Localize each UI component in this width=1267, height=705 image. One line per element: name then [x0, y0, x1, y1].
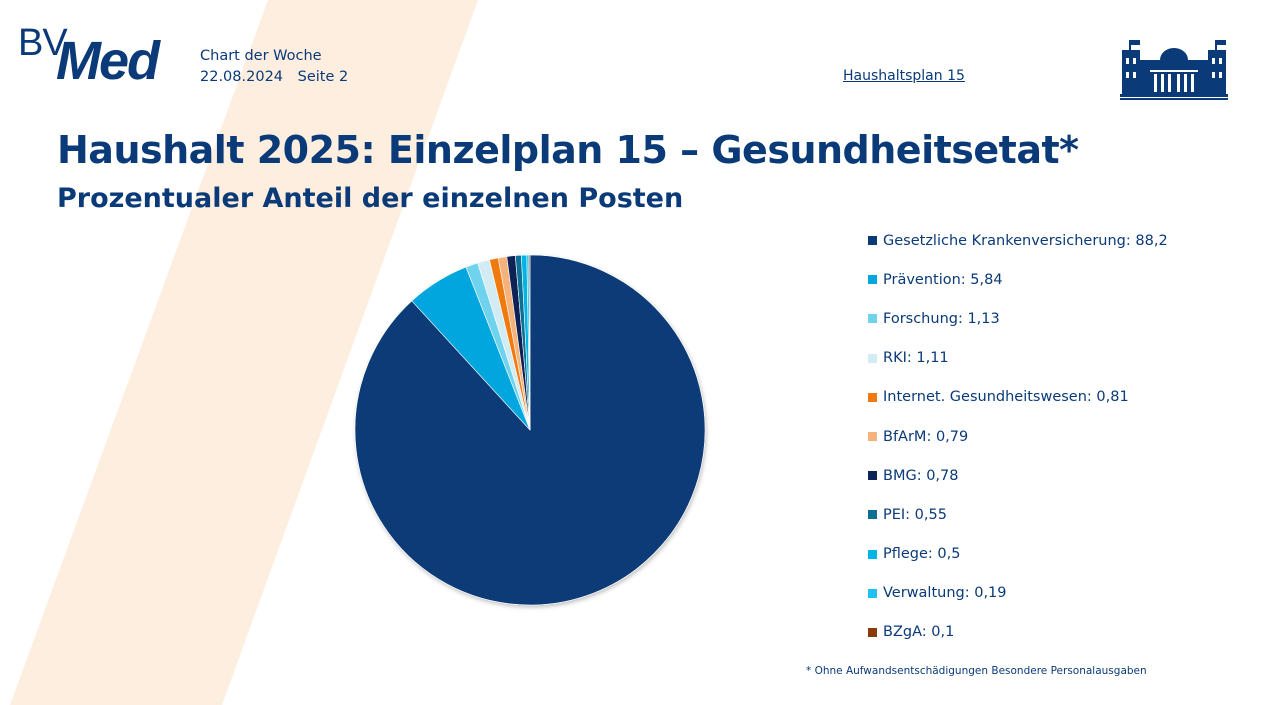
bvmed-logo: BV Med — [18, 22, 183, 91]
legend-item: BZgA: 0,1 — [868, 613, 1168, 652]
legend-label: Gesetzliche Krankenversicherung: 88,2 — [883, 232, 1168, 249]
header-label: Chart der Woche — [200, 48, 322, 64]
legend-swatch — [868, 236, 877, 246]
haushaltsplan-link[interactable]: Haushaltsplan 15 — [843, 68, 965, 84]
header-date: 22.08.2024 — [200, 69, 284, 85]
legend-label: BMG: 0,78 — [883, 467, 959, 484]
legend-label: Verwaltung: 0,19 — [883, 585, 1007, 602]
legend-swatch — [868, 627, 877, 637]
pie-slice-bzga — [528, 254, 531, 431]
legend-item: BfArM: 0,79 — [868, 417, 1168, 456]
legend-swatch — [868, 432, 877, 442]
legend-item: Prävention: 5,84 — [868, 260, 1168, 299]
legend-swatch — [868, 314, 877, 324]
legend-item: BMG: 0,78 — [868, 456, 1168, 495]
legend-item: Internet. Gesundheitswesen: 0,81 — [868, 378, 1168, 417]
logo-bv-text: BV — [18, 22, 68, 64]
legend-swatch — [868, 588, 877, 598]
chart-subtitle: Prozentualer Anteil der einzelnen Posten — [57, 183, 684, 214]
header-date-line: 22.08.2024 Seite 2 — [200, 67, 348, 88]
legend-label: Pflege: 0,5 — [883, 546, 961, 563]
chart-legend: Gesetzliche Krankenversicherung: 88,2 Prä… — [868, 221, 1168, 652]
legend-swatch — [868, 275, 877, 285]
legend-item: Pflege: 0,5 — [868, 535, 1168, 574]
legend-swatch — [868, 549, 877, 559]
legend-swatch — [868, 510, 877, 520]
logo-med-text: Med — [56, 31, 160, 91]
legend-item: Gesetzliche Krankenversicherung: 88,2 — [868, 221, 1168, 260]
footnote: * Ohne Aufwandsentschädigungen Besondere… — [806, 665, 1147, 677]
legend-item: Forschung: 1,13 — [868, 299, 1168, 338]
legend-item: PEI: 0,55 — [868, 495, 1168, 534]
legend-label: RKI: 1,11 — [883, 350, 949, 367]
legend-swatch — [868, 471, 877, 481]
legend-label: Forschung: 1,13 — [883, 310, 1000, 327]
legend-item: RKI: 1,11 — [868, 339, 1168, 378]
legend-swatch — [868, 392, 877, 402]
pie-chart — [354, 254, 706, 606]
legend-label: Internet. Gesundheitswesen: 0,81 — [883, 389, 1129, 406]
header-meta: Chart der Woche 22.08.2024 Seite 2 — [200, 46, 348, 88]
legend-label: Prävention: 5,84 — [883, 271, 1003, 288]
chart-title: Haushalt 2025: Einzelplan 15 – Gesundhei… — [57, 128, 1079, 172]
legend-label: BfArM: 0,79 — [883, 428, 969, 445]
legend-label: PEI: 0,55 — [883, 506, 947, 523]
header-page: Seite 2 — [297, 69, 349, 85]
reichstag-icon — [1120, 40, 1228, 100]
legend-swatch — [868, 353, 877, 363]
legend-item: Verwaltung: 0,19 — [868, 574, 1168, 613]
legend-label: BZgA: 0,1 — [883, 624, 955, 641]
